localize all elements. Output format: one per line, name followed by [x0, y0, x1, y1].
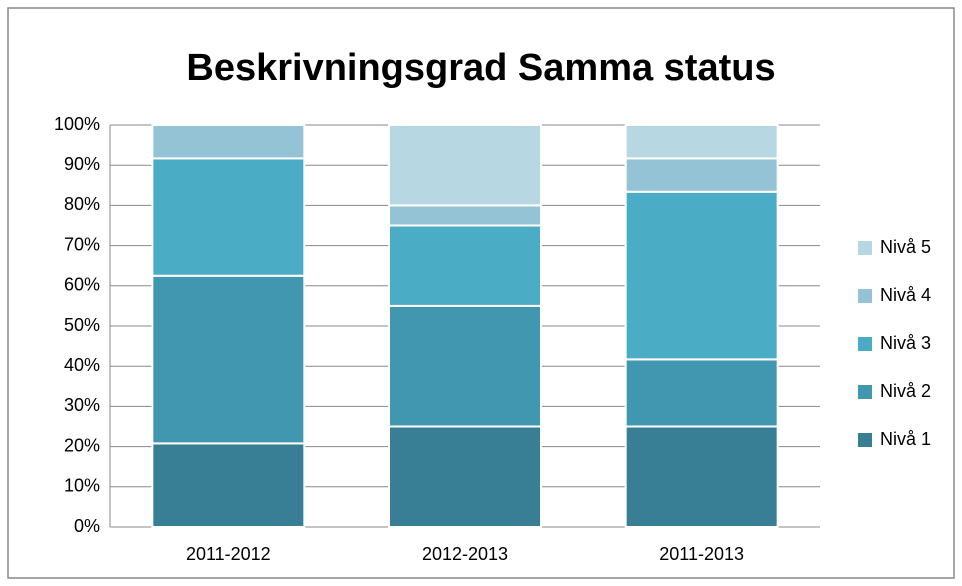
legend-swatch — [858, 241, 872, 255]
bar-segment — [151, 124, 306, 160]
y-tick-label: 70% — [64, 234, 100, 254]
y-tick-label: 40% — [64, 355, 100, 375]
legend-swatch — [858, 433, 872, 447]
legend-swatch — [858, 385, 872, 399]
bar-segment — [151, 442, 306, 528]
bar-segment — [388, 304, 542, 428]
bar-segment — [151, 274, 306, 445]
x-tick-label: 2011-2013 — [659, 544, 744, 564]
legend-swatch — [858, 289, 872, 303]
y-tick-label: 20% — [64, 435, 100, 455]
bar-segment — [388, 224, 542, 307]
legend-label: Nivå 2 — [880, 381, 931, 401]
legend-swatch — [858, 337, 872, 351]
bar-segment — [388, 204, 542, 227]
bar-segment — [624, 124, 779, 160]
y-tick-label: 80% — [64, 194, 100, 214]
legend-label: Nivå 3 — [880, 333, 931, 353]
bar-segment — [388, 124, 542, 207]
y-tick-label: 100% — [54, 114, 100, 134]
y-tick-label: 30% — [64, 395, 100, 415]
bar-segment — [151, 157, 306, 277]
y-tick-label: 90% — [64, 154, 100, 174]
y-tick-label: 10% — [64, 476, 100, 496]
legend-label: Nivå 4 — [880, 285, 931, 305]
bar-segment — [624, 157, 779, 193]
legend-label: Nivå 5 — [880, 237, 931, 257]
bar-segment — [388, 425, 542, 528]
legend-label: Nivå 1 — [880, 429, 931, 449]
x-tick-label: 2012-2013 — [422, 544, 508, 564]
y-tick-label: 0% — [74, 516, 100, 536]
bar-segment — [624, 190, 779, 361]
x-tick-label: 2011-2012 — [186, 544, 271, 564]
y-tick-label: 60% — [64, 275, 100, 295]
y-tick-label: 50% — [64, 315, 100, 335]
bar-segment — [624, 425, 779, 528]
chart-title: Beskrivningsgrad Samma status — [186, 47, 775, 89]
bar-segment — [624, 358, 779, 428]
